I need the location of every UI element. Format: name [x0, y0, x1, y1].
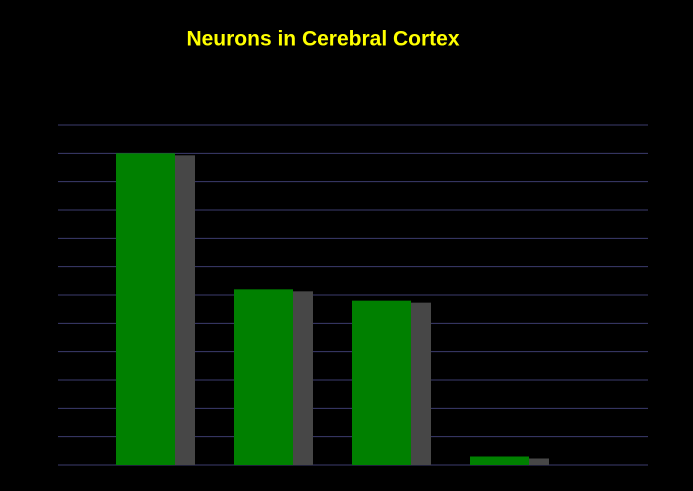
chart-title: Neurons in Cerebral Cortex [186, 28, 459, 51]
bar [352, 300, 411, 465]
bar [116, 153, 175, 466]
bar [470, 456, 529, 465]
bar [234, 289, 293, 465]
